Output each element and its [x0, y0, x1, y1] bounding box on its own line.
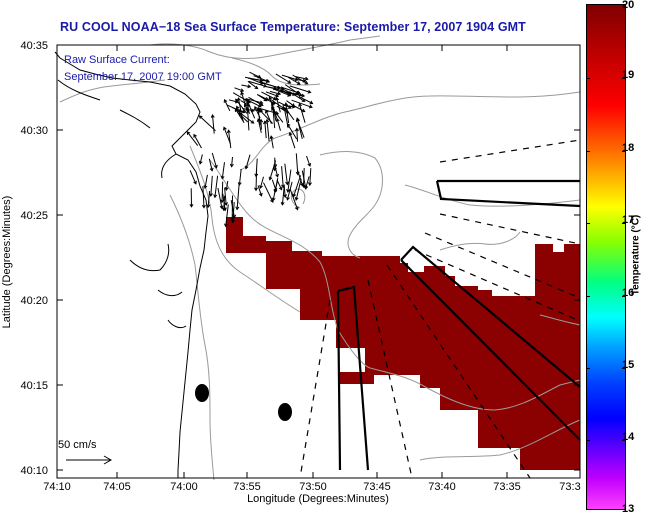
radial-lines [299, 139, 581, 479]
colorbar-tick: 18 [622, 142, 635, 154]
y-tick-label: 40:35 [20, 40, 48, 52]
y-tick-label: 40:15 [20, 380, 48, 392]
colorbar-tick: 20 [622, 0, 635, 11]
sst-patch [226, 217, 580, 470]
coastline [54, 51, 209, 478]
colorbar-tick: 14 [622, 431, 635, 443]
x-tick-label: 73:50 [299, 481, 327, 493]
scale-label: 50 cm/s [58, 439, 97, 451]
x-tick-label: 74:10 [43, 481, 71, 493]
x-tick-label: 73:40 [428, 481, 456, 493]
colorbar-tick: 13 [622, 503, 635, 515]
station-dot [278, 403, 292, 421]
y-axis-label: Latitude (Degrees:Minutes) [1, 196, 13, 329]
scale-arrow [66, 455, 113, 465]
x-axis-label: Longitude (Degrees:Minutes) [247, 493, 389, 505]
station-dot [195, 384, 209, 402]
x-tick-label: 73:45 [363, 481, 391, 493]
colorbar-tick: 16 [622, 287, 635, 299]
y-tick-label: 40:30 [20, 125, 48, 137]
current-vectors [186, 71, 314, 228]
annotation-line1: Raw Surface Current: [64, 54, 170, 66]
y-tick-label: 40:20 [20, 295, 48, 307]
outline-boxes [336, 179, 581, 471]
colorbar-tick: 15 [622, 359, 635, 371]
annotation-line2: September 17, 2007 19:00 GMT [64, 71, 222, 83]
x-tick-label: 74:05 [103, 481, 131, 493]
y-tick-label: 40:25 [20, 210, 48, 222]
colorbar-tick: 17 [622, 214, 635, 226]
y-tick-label: 40:10 [20, 465, 48, 477]
colorbar-label: Temperature (°C) [630, 214, 642, 296]
colorbar [586, 4, 626, 510]
x-tick-label: 73:35 [493, 481, 521, 493]
x-tick-label: 73:55 [233, 481, 261, 493]
map-title: RU COOL NOAA−18 Sea Surface Temperature:… [60, 20, 526, 34]
x-tick-label: 73:3 [559, 481, 580, 493]
axis-ticks [56, 44, 580, 478]
x-tick-label: 74:00 [170, 481, 198, 493]
map-frame [56, 44, 581, 479]
colorbar-tick: 19 [622, 69, 635, 81]
